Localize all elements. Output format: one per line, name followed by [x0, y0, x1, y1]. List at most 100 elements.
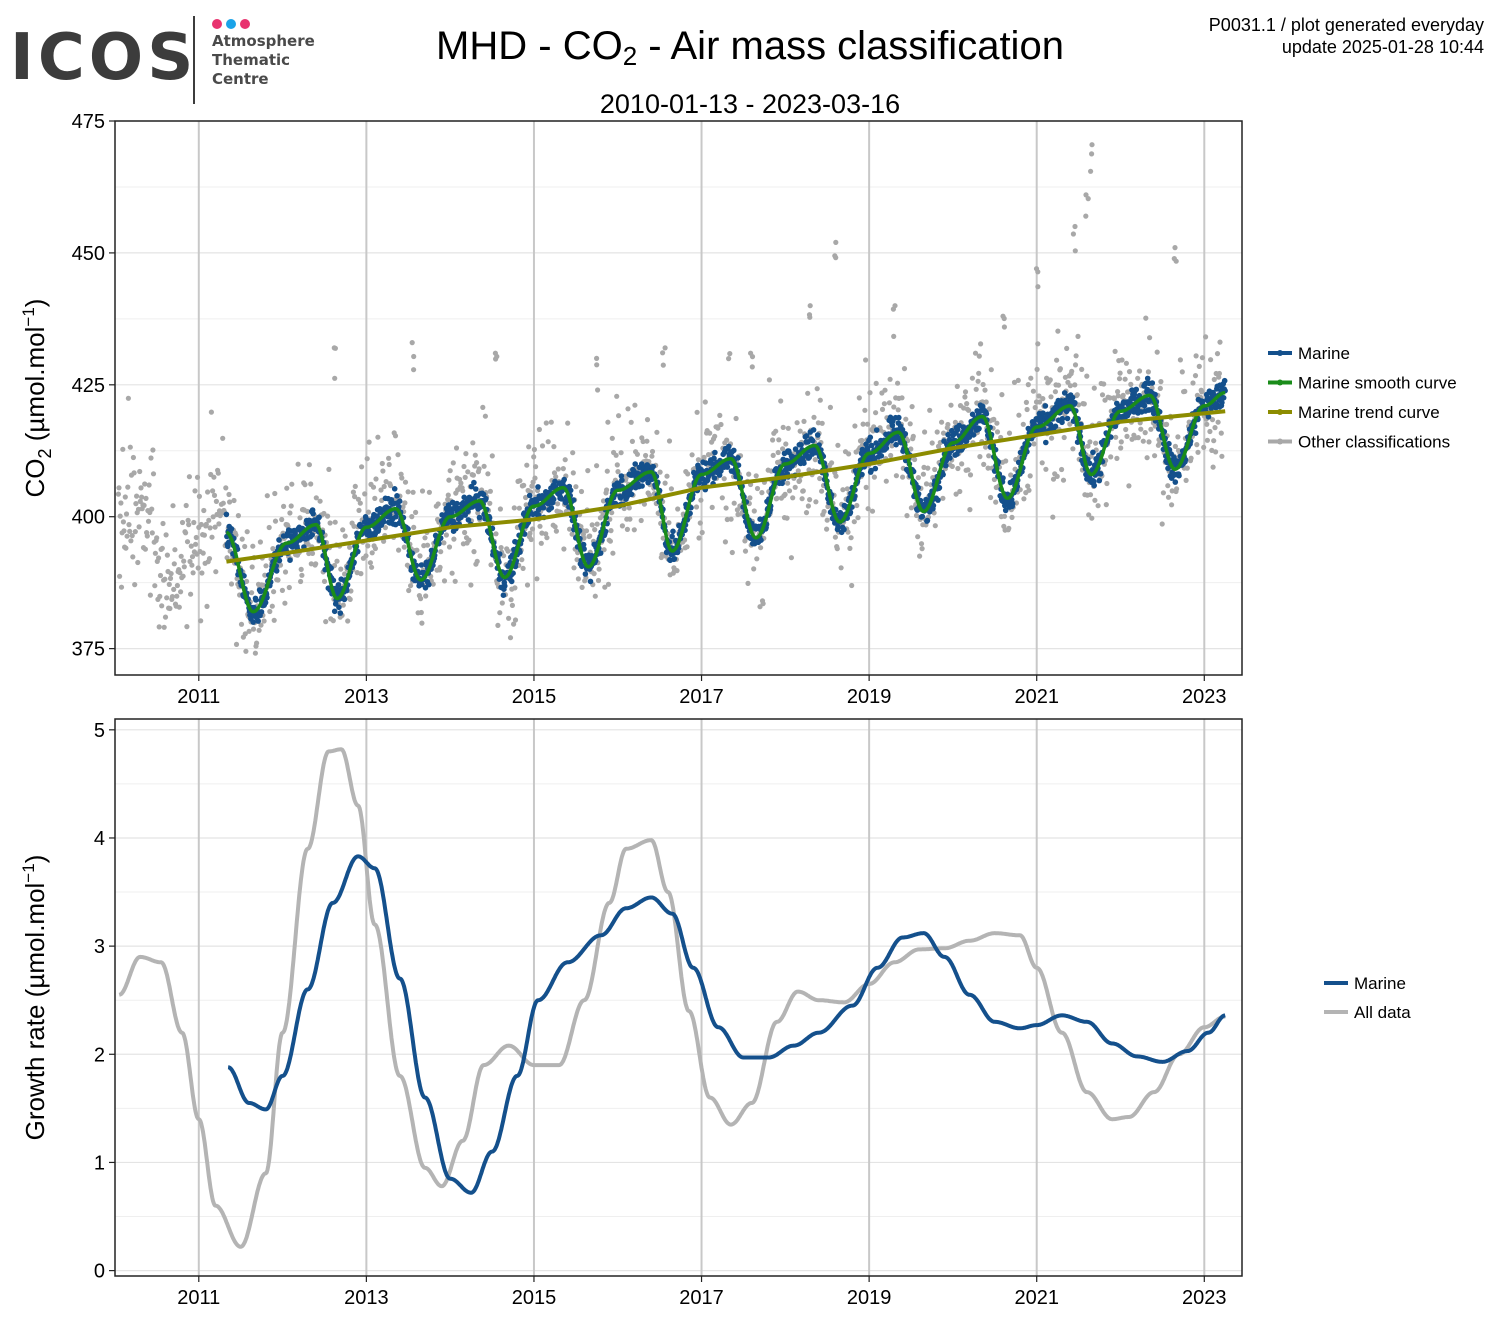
marine-point: [867, 434, 874, 441]
other-point: [488, 562, 494, 568]
other-point: [507, 635, 514, 641]
marine-point: [1144, 375, 1151, 382]
other-point: [190, 570, 196, 576]
meta-line-2: update 2025-01-28 10:44: [1281, 37, 1484, 57]
other-point: [698, 497, 704, 503]
other-point: [1003, 458, 1009, 464]
other-point: [327, 520, 333, 526]
other-point: [1024, 406, 1030, 413]
marine-point: [878, 453, 885, 459]
other-point: [640, 438, 646, 445]
marine-point: [943, 462, 949, 469]
other-point: [137, 468, 143, 475]
other-point: [306, 462, 312, 468]
other-point: [178, 553, 184, 559]
other-point: [649, 453, 655, 459]
other-point: [758, 545, 764, 551]
other-point: [555, 501, 561, 507]
other-point: [709, 504, 715, 510]
other-point: [243, 648, 249, 654]
other-point: [509, 602, 515, 609]
other-point: [1025, 382, 1031, 388]
other-point: [609, 510, 615, 516]
other-point: [250, 543, 256, 549]
other-point: [162, 614, 169, 620]
other-point: [976, 370, 982, 376]
other-point: [1140, 438, 1146, 444]
other-point: [696, 535, 702, 541]
other-point: [986, 453, 992, 459]
marine-point: [458, 514, 464, 521]
other-point: [506, 615, 512, 621]
logo-line-1: Atmosphere: [212, 32, 315, 50]
other-point: [184, 539, 191, 545]
y-axis-title-sup: −1: [19, 863, 38, 882]
plot-border: [114, 120, 1243, 676]
other-point: [773, 428, 779, 434]
other-point: [347, 544, 353, 550]
marine-point: [711, 475, 718, 481]
other-point: [754, 485, 761, 492]
other-point: [1035, 341, 1041, 347]
other-point: [543, 531, 549, 537]
other-point: [922, 429, 928, 435]
other-point: [458, 480, 464, 486]
other-point: [605, 419, 611, 425]
other-point: [366, 439, 372, 445]
other-point: [220, 435, 226, 441]
other-point: [1111, 396, 1117, 402]
other-point: [176, 604, 182, 610]
other-point: [560, 466, 566, 472]
other-point: [481, 463, 487, 469]
other-point: [913, 512, 920, 519]
marine-point: [1097, 471, 1104, 477]
other-point: [948, 402, 954, 408]
other-point: [967, 472, 974, 478]
other-point: [792, 484, 798, 490]
other-point: [1072, 223, 1078, 230]
other-point: [1047, 377, 1053, 383]
other-point: [920, 471, 927, 477]
other-point: [834, 546, 840, 552]
other-point: [1085, 196, 1091, 202]
other-point: [760, 601, 766, 607]
marine-point: [873, 427, 880, 433]
other-point: [883, 478, 889, 484]
marine-point: [896, 414, 902, 421]
other-point: [983, 399, 989, 405]
other-point: [287, 510, 293, 516]
other-point: [852, 423, 858, 429]
marine-point: [669, 533, 675, 540]
other-point: [258, 622, 264, 628]
logo-divider: [193, 16, 195, 104]
other-point: [893, 473, 900, 479]
other-point: [701, 454, 707, 460]
other-point: [1196, 363, 1202, 369]
other-point: [1037, 399, 1043, 405]
other-point: [521, 482, 527, 488]
other-point: [751, 566, 757, 572]
other-point: [751, 508, 757, 514]
other-point: [512, 585, 518, 591]
other-point: [228, 581, 235, 587]
marine-point: [1220, 395, 1227, 401]
marine-point: [735, 455, 741, 461]
other-point: [246, 628, 252, 634]
other-point: [888, 452, 894, 459]
marine-point: [552, 478, 558, 485]
other-point: [532, 475, 538, 481]
other-point: [1126, 369, 1133, 375]
other-point: [418, 609, 424, 616]
other-point: [975, 378, 981, 384]
other-point: [172, 547, 178, 553]
other-point: [1074, 392, 1080, 398]
other-point: [824, 526, 830, 532]
other-point: [332, 345, 338, 351]
other-point: [277, 562, 284, 568]
other-point: [142, 481, 148, 487]
other-point: [271, 617, 277, 623]
other-point: [939, 419, 945, 425]
marine-point: [597, 550, 604, 556]
other-point: [348, 588, 354, 594]
marine-point: [976, 425, 982, 432]
